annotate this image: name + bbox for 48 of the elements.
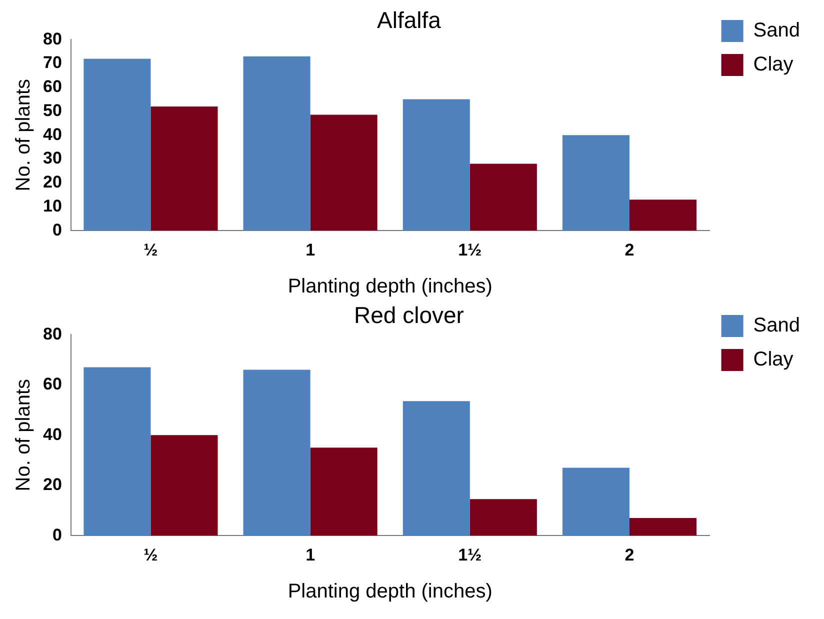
- y-axis-title: No. of plants: [12, 78, 35, 192]
- legend-label: Clay: [753, 54, 794, 76]
- bar: [470, 164, 537, 231]
- y-tick-label: 80: [42, 29, 62, 48]
- bar: [84, 367, 151, 536]
- y-tick-label: 60: [42, 374, 62, 394]
- y-tick-label: 70: [42, 53, 62, 72]
- bar: [243, 56, 310, 231]
- x-axis-title: Planting depth (inches): [288, 580, 492, 603]
- bar: [150, 435, 218, 536]
- x-tick-label: 1½: [458, 240, 482, 260]
- x-tick-label: 1: [306, 545, 316, 564]
- y-tick-label: 50: [42, 100, 62, 120]
- bar: [470, 499, 537, 536]
- bar: [310, 448, 378, 536]
- x-tick-label: ½: [144, 240, 158, 260]
- legend-label: Sand: [753, 314, 800, 337]
- x-tick-label: 2: [624, 240, 634, 260]
- bar: [629, 518, 697, 536]
- x-tick-label: 1: [306, 240, 316, 260]
- x-axis-title: Planting depth (inches): [288, 276, 492, 298]
- y-tick-label: 20: [42, 172, 62, 192]
- y-tick-label: 60: [42, 77, 62, 96]
- legend-label: Clay: [753, 348, 794, 371]
- x-tick-label: 2: [624, 545, 634, 564]
- bar: [310, 114, 378, 231]
- x-tick-label: ½: [144, 545, 158, 564]
- bar: [243, 370, 310, 536]
- y-tick-label: 30: [42, 148, 62, 168]
- chart-title: Red clover: [354, 302, 464, 328]
- bar: [562, 468, 630, 536]
- y-tick-label: 0: [52, 525, 62, 544]
- legend-label: Sand: [753, 20, 800, 42]
- chart-title: Alfalfa: [377, 7, 442, 34]
- bar: [402, 99, 470, 231]
- bar: [562, 135, 630, 231]
- x-tick-label: 1½: [458, 545, 482, 564]
- y-tick-label: 0: [52, 220, 62, 240]
- bar: [402, 401, 470, 536]
- y-tick-label: 80: [42, 324, 62, 344]
- bar: [150, 106, 218, 231]
- y-axis-title: No. of plants: [12, 378, 35, 492]
- bar: [84, 58, 151, 231]
- bar: [629, 200, 697, 231]
- y-tick-label: 20: [42, 475, 62, 494]
- y-tick-label: 40: [42, 124, 62, 144]
- y-tick-label: 40: [42, 424, 62, 444]
- y-tick-label: 10: [42, 196, 62, 216]
